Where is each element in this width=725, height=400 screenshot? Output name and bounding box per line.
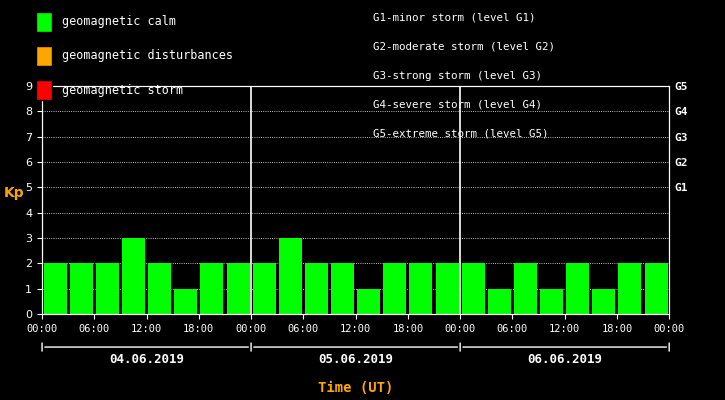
- Bar: [200, 263, 223, 314]
- Y-axis label: Kp: Kp: [4, 186, 25, 200]
- Bar: [436, 263, 459, 314]
- Bar: [226, 263, 249, 314]
- Bar: [357, 289, 380, 314]
- Bar: [96, 263, 119, 314]
- Bar: [566, 263, 589, 314]
- Bar: [279, 238, 302, 314]
- Text: geomagnetic disturbances: geomagnetic disturbances: [62, 50, 233, 62]
- Bar: [122, 238, 145, 314]
- Text: Time (UT): Time (UT): [318, 381, 393, 395]
- Bar: [305, 263, 328, 314]
- Bar: [148, 263, 171, 314]
- Bar: [488, 289, 511, 314]
- Text: 04.06.2019: 04.06.2019: [109, 353, 184, 366]
- Text: geomagnetic storm: geomagnetic storm: [62, 84, 183, 96]
- Bar: [331, 263, 354, 314]
- Bar: [514, 263, 537, 314]
- Text: geomagnetic calm: geomagnetic calm: [62, 16, 175, 28]
- Text: G4-severe storm (level G4): G4-severe storm (level G4): [373, 99, 542, 109]
- Bar: [384, 263, 406, 314]
- Text: 06.06.2019: 06.06.2019: [527, 353, 602, 366]
- Bar: [592, 289, 616, 314]
- Bar: [462, 263, 485, 314]
- Text: G2-moderate storm (level G2): G2-moderate storm (level G2): [373, 42, 555, 52]
- Text: G3-strong storm (level G3): G3-strong storm (level G3): [373, 70, 542, 81]
- Bar: [645, 263, 668, 314]
- Bar: [410, 263, 432, 314]
- Text: 05.06.2019: 05.06.2019: [318, 353, 393, 366]
- Bar: [540, 289, 563, 314]
- Text: G1-minor storm (level G1): G1-minor storm (level G1): [373, 13, 536, 23]
- Bar: [70, 263, 93, 314]
- Bar: [618, 263, 642, 314]
- Text: G5-extreme storm (level G5): G5-extreme storm (level G5): [373, 128, 549, 138]
- Bar: [252, 263, 276, 314]
- Bar: [44, 263, 67, 314]
- Bar: [174, 289, 197, 314]
